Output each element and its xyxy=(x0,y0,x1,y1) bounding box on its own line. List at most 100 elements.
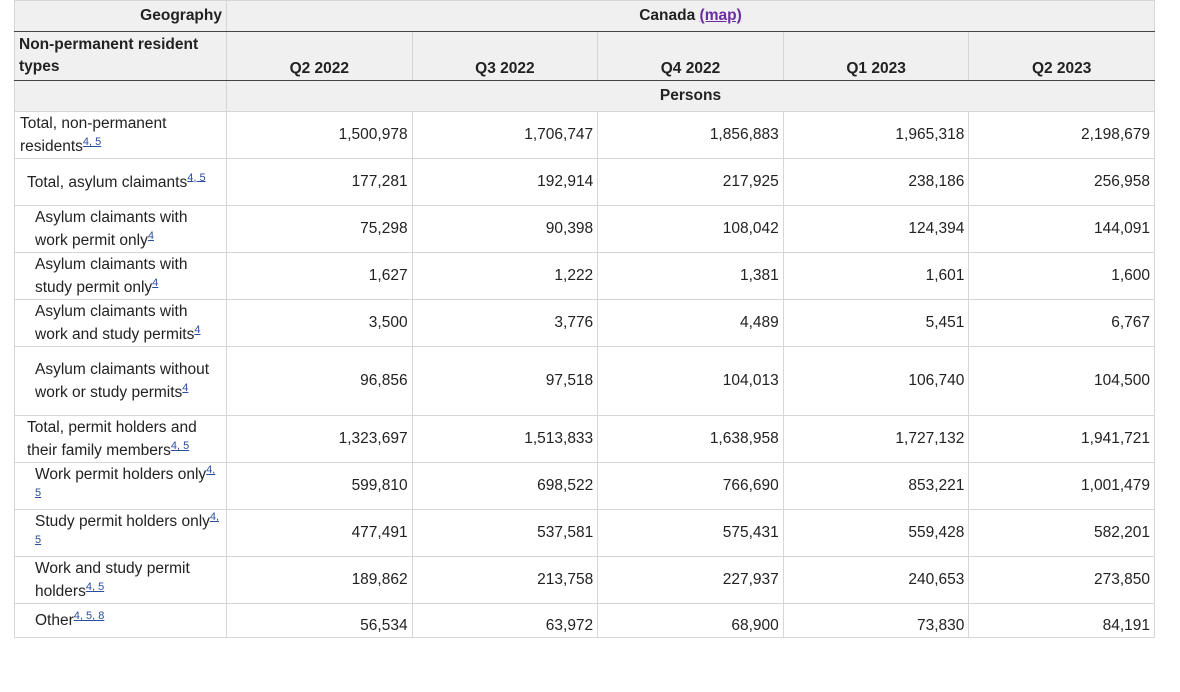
table-row: Total, asylum claimants4, 5 177,281 192,91… xyxy=(14,158,1155,206)
value-cell: 6,767 xyxy=(968,299,1155,347)
footnote-link[interactable]: 4, 5 xyxy=(35,463,216,499)
value-cell: 766,690 xyxy=(597,462,784,510)
value-cell: 4,489 xyxy=(597,299,784,347)
value-cell: 1,222 xyxy=(411,252,599,300)
footnote-refs: 4, 5 xyxy=(35,511,219,546)
units-label: Persons xyxy=(226,80,1155,112)
value-cell: 177,281 xyxy=(226,158,413,206)
value-cell: 63,972 xyxy=(411,603,599,638)
value-cell: 599,810 xyxy=(226,462,413,510)
units-header-row: Persons xyxy=(14,80,1155,112)
table-row: Asylum claimants with study permit only4… xyxy=(14,252,1155,300)
footnote-refs: 4, 5 xyxy=(171,440,189,452)
footnote-refs: 4 xyxy=(182,382,188,394)
period-header: Q1 2023 xyxy=(782,31,970,81)
row-label: Asylum claimants with work permit only xyxy=(35,209,188,249)
value-cell: 1,381 xyxy=(597,252,784,300)
footnote-link[interactable]: 4 xyxy=(182,381,189,394)
row-label-cell: Asylum claimants with study permit only4 xyxy=(14,252,227,300)
row-label: Work permit holders only xyxy=(35,466,207,483)
value-cell: 477,491 xyxy=(226,509,413,557)
table-row: Work permit holders only4, 5 599,810 698,5… xyxy=(14,462,1155,510)
footnote-link[interactable]: 4, 5, 8 xyxy=(73,609,105,622)
table-row: Study permit holders only4, 5 477,491 537,… xyxy=(14,509,1155,557)
row-label: Total, non-permanent residents xyxy=(20,115,167,155)
row-label: Work and study permit holders xyxy=(35,560,190,600)
value-cell: 238,186 xyxy=(782,158,970,206)
row-label-cell: Study permit holders only4, 5 xyxy=(14,509,227,557)
value-cell: 217,925 xyxy=(597,158,784,206)
footnote-link[interactable]: 4, 5 xyxy=(85,580,105,593)
value-cell: 853,221 xyxy=(782,462,970,510)
geography-value: Canada xyxy=(639,7,696,24)
footnote-link[interactable]: 4 xyxy=(194,323,201,336)
row-label-cell: Work and study permit holders4, 5 xyxy=(14,556,227,604)
value-cell: 1,706,747 xyxy=(411,111,599,159)
value-cell: 108,042 xyxy=(597,205,784,253)
value-cell: 273,850 xyxy=(968,556,1155,604)
value-cell: 240,653 xyxy=(782,556,970,604)
geography-header-row: Geography Canada (map) xyxy=(14,0,1155,32)
value-cell: 1,513,833 xyxy=(411,415,599,463)
footnote-link[interactable]: 4, 5 xyxy=(187,171,206,184)
row-label: Asylum claimants without work or study p… xyxy=(35,361,210,401)
row-label: Study permit holders only xyxy=(35,513,210,530)
map-link[interactable]: (map) xyxy=(699,7,742,24)
value-cell: 124,394 xyxy=(782,205,970,253)
value-cell: 698,522 xyxy=(411,462,599,510)
value-cell: 1,001,479 xyxy=(968,462,1155,510)
value-cell: 1,500,978 xyxy=(226,111,413,159)
value-cell: 144,091 xyxy=(968,205,1155,253)
value-cell: 227,937 xyxy=(597,556,784,604)
value-cell: 104,013 xyxy=(597,346,784,416)
table-row: Total, non-permanent residents4, 5 1,500,… xyxy=(14,111,1155,159)
footnote-link[interactable]: 4, 5 xyxy=(82,135,102,148)
row-label-cell: Total, non-permanent residents4, 5 xyxy=(14,111,227,159)
value-cell: 56,534 xyxy=(226,603,413,638)
footnote-link[interactable]: 4, 5 xyxy=(170,439,190,452)
row-label-cell: Asylum claimants with work permit only4 xyxy=(14,205,227,253)
table-row: Asylum claimants without work or study p… xyxy=(14,346,1155,416)
row-label-cell: Asylum claimants without work or study p… xyxy=(14,346,227,416)
footnote-refs: 4, 5 xyxy=(35,464,215,499)
row-label: Total, permit holders and their family m… xyxy=(27,419,197,459)
value-cell: 1,601 xyxy=(782,252,970,300)
value-cell: 537,581 xyxy=(411,509,599,557)
table-row: Total, permit holders and their family m… xyxy=(14,415,1155,463)
row-label-cell: Other4, 5, 8 xyxy=(14,603,227,638)
period-header: Q2 2022 xyxy=(226,31,413,81)
footnote-link[interactable]: 4, 5 xyxy=(35,510,220,546)
value-cell: 90,398 xyxy=(411,205,599,253)
value-cell: 256,958 xyxy=(968,158,1155,206)
row-label-header: Non-permanent resident types xyxy=(14,31,227,81)
footnote-link[interactable]: 4 xyxy=(147,229,154,242)
data-table-container: Geography Canada (map) Non-permanent res… xyxy=(14,0,1155,638)
period-header: Q2 2023 xyxy=(968,31,1155,81)
nonpermanent-residents-table: Geography Canada (map) Non-permanent res… xyxy=(14,0,1155,638)
table-row: Work and study permit holders4, 5 189,862… xyxy=(14,556,1155,604)
value-cell: 3,776 xyxy=(411,299,599,347)
value-cell: 5,451 xyxy=(782,299,970,347)
row-label: Asylum claimants with study permit only xyxy=(35,256,188,296)
footnote-link[interactable]: 4 xyxy=(152,276,159,289)
value-cell: 1,727,132 xyxy=(782,415,970,463)
value-cell: 3,500 xyxy=(226,299,413,347)
table-row: Other4, 5, 8 56,534 63,972 68,900 73,830 84,1… xyxy=(14,603,1155,638)
row-label: Asylum claimants with work and study per… xyxy=(35,303,195,343)
footnote-refs: 4 xyxy=(152,277,158,289)
value-cell: 75,298 xyxy=(226,205,413,253)
value-cell: 1,856,883 xyxy=(597,111,784,159)
footnote-refs: 4, 5 xyxy=(83,136,101,148)
value-cell: 1,965,318 xyxy=(782,111,970,159)
units-spacer xyxy=(14,80,227,112)
value-cell: 1,627 xyxy=(226,252,413,300)
row-label-cell: Total, permit holders and their family m… xyxy=(14,415,227,463)
geography-value-cell: Canada (map) xyxy=(226,0,1155,32)
footnote-refs: 4 xyxy=(148,230,154,242)
value-cell: 559,428 xyxy=(782,509,970,557)
value-cell: 1,600 xyxy=(968,252,1155,300)
row-label: Other xyxy=(35,612,74,629)
row-label: Total, asylum claimants xyxy=(27,173,188,191)
value-cell: 582,201 xyxy=(968,509,1155,557)
table-row: Asylum claimants with work permit only4 7… xyxy=(14,205,1155,253)
